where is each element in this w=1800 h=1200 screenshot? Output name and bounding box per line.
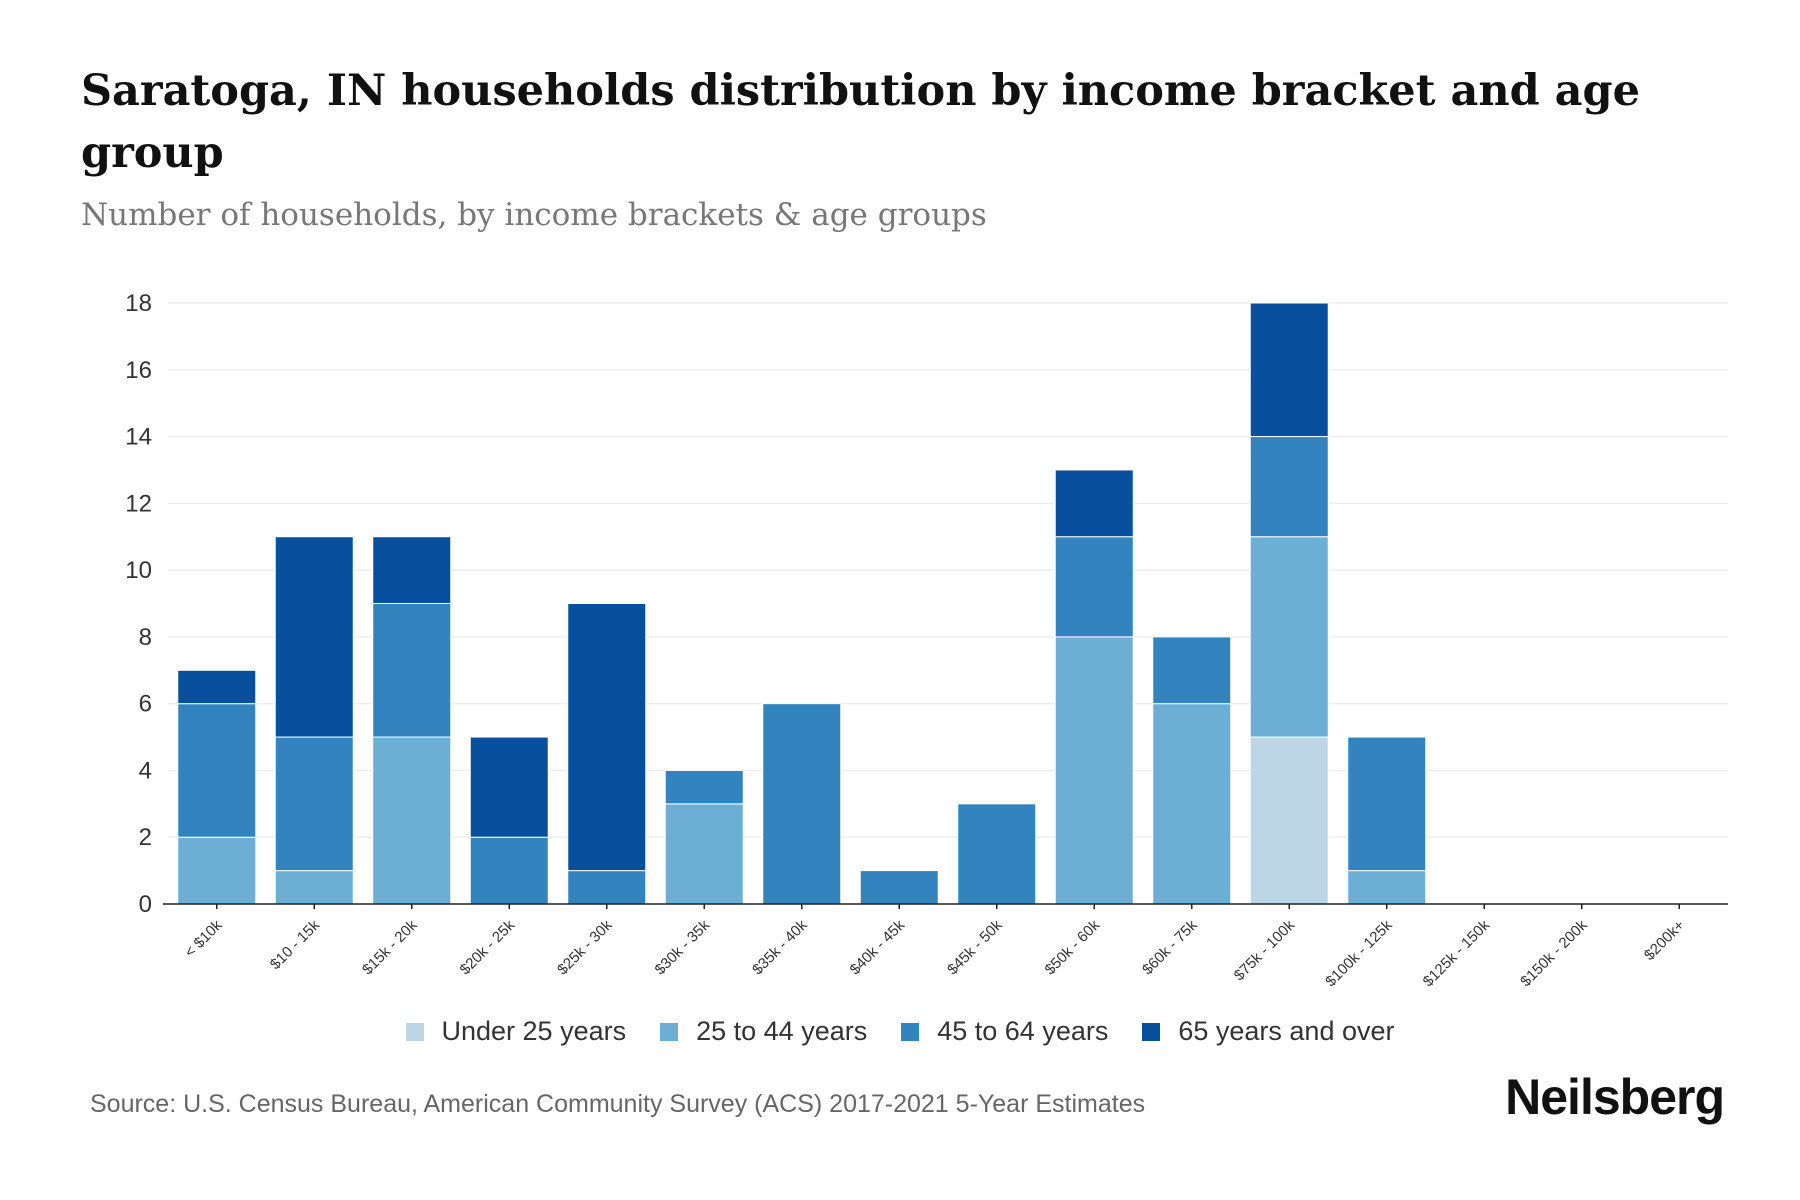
bar-segment bbox=[1249, 736, 1329, 905]
bar-segment bbox=[1152, 636, 1232, 705]
x-tick-label: $50k - 60k bbox=[1042, 916, 1104, 978]
bar-segment bbox=[957, 803, 1037, 905]
brand-logo: Neilsberg bbox=[1505, 1069, 1725, 1125]
bar-segment bbox=[1249, 436, 1329, 538]
bar-segment bbox=[664, 769, 744, 805]
y-axis-ticks: 0 2 4 6 8 10 12 14 16 18 bbox=[125, 290, 152, 918]
bar-segment bbox=[859, 870, 939, 905]
bar-segment bbox=[372, 603, 452, 738]
legend-swatch bbox=[660, 1022, 679, 1041]
legend-label: 65 years and over bbox=[1178, 1016, 1395, 1046]
bar-segment bbox=[664, 803, 744, 905]
x-tick-label: $30k - 35k bbox=[652, 916, 714, 978]
bar-segment bbox=[1152, 703, 1232, 905]
legend-label: 45 to 64 years bbox=[937, 1016, 1109, 1046]
bar-segment bbox=[469, 736, 549, 838]
bar-segment bbox=[567, 870, 647, 905]
x-tick-label: $150k - 200k bbox=[1517, 916, 1591, 990]
bar-segment bbox=[274, 736, 354, 872]
bar-segment bbox=[177, 669, 257, 705]
x-tick-label: $125k - 150k bbox=[1420, 916, 1494, 990]
legend-label: Under 25 years bbox=[441, 1016, 627, 1046]
y-tick-label: 8 bbox=[139, 624, 152, 651]
x-tick-label: $20k - 25k bbox=[457, 916, 519, 978]
bar-segment bbox=[762, 703, 842, 905]
x-tick-label: $10 - 15k bbox=[267, 916, 324, 973]
bar-segment bbox=[177, 703, 257, 838]
chart-subtitle: Number of households, by income brackets… bbox=[81, 197, 987, 233]
y-tick-label: 12 bbox=[125, 490, 152, 517]
x-tick-label: $40k - 45k bbox=[847, 916, 909, 978]
bars bbox=[177, 302, 1427, 905]
x-tick-label: $15k - 20k bbox=[359, 916, 421, 978]
y-tick-label: 0 bbox=[139, 891, 152, 918]
bar-segment bbox=[372, 536, 452, 605]
bar-segment bbox=[372, 736, 452, 905]
x-tick-label: < $10k bbox=[181, 916, 226, 961]
legend-label: 25 to 44 years bbox=[696, 1016, 868, 1046]
x-tick-label: $25k - 30k bbox=[554, 916, 616, 978]
x-tick-label: $35k - 40k bbox=[749, 916, 811, 978]
y-tick-label: 4 bbox=[139, 757, 152, 784]
legend-item: Under 25 years bbox=[405, 1016, 627, 1047]
legend-item: 45 to 64 years bbox=[901, 1016, 1108, 1047]
bar-segment bbox=[1249, 302, 1329, 438]
legend-swatch bbox=[901, 1022, 920, 1041]
x-tick-label: $200k+ bbox=[1641, 917, 1688, 964]
x-axis: < $10k $10 - 15k $15k - 20k $20k - 25k $25k … bbox=[163, 903, 1728, 990]
bar-segment bbox=[274, 536, 354, 738]
x-tick-label: $75k - 100k bbox=[1231, 916, 1299, 984]
y-tick-label: 18 bbox=[125, 290, 152, 317]
bar-segment bbox=[1054, 469, 1134, 538]
x-tick-label: $45k - 50k bbox=[944, 916, 1006, 978]
legend-item: 25 to 44 years bbox=[660, 1016, 867, 1047]
bar-segment bbox=[177, 836, 257, 905]
source-note: Source: U.S. Census Bureau, American Com… bbox=[90, 1090, 1146, 1118]
bar-segment bbox=[469, 836, 549, 905]
legend-swatch bbox=[405, 1022, 424, 1041]
bar-segment bbox=[274, 870, 354, 905]
bar-segment bbox=[1054, 536, 1134, 638]
legend-swatch bbox=[1142, 1022, 1161, 1041]
y-tick-label: 10 bbox=[125, 557, 152, 584]
bar-segment bbox=[1347, 870, 1427, 905]
y-tick-label: 2 bbox=[139, 824, 152, 851]
y-tick-label: 16 bbox=[125, 357, 152, 384]
stacked-bar-chart: 0 2 4 6 8 10 12 14 16 18 < $10k $10 - 15k $15k - 20… bbox=[125, 290, 1728, 990]
bar-segment bbox=[1347, 736, 1427, 872]
legend: Under 25 years 25 to 44 years 45 to 64 yea… bbox=[0, 1016, 1800, 1047]
bar-segment bbox=[567, 603, 647, 872]
y-tick-label: 6 bbox=[139, 691, 152, 718]
bar-segment bbox=[1249, 536, 1329, 738]
x-tick-label: $60k - 75k bbox=[1139, 916, 1201, 978]
bar-segment bbox=[1054, 636, 1134, 905]
y-tick-label: 14 bbox=[125, 424, 152, 451]
x-tick-label: $100k - 125k bbox=[1322, 916, 1396, 990]
chart-title: Saratoga, IN households distribution by … bbox=[81, 66, 1640, 178]
legend-item: 65 years and over bbox=[1142, 1016, 1395, 1047]
